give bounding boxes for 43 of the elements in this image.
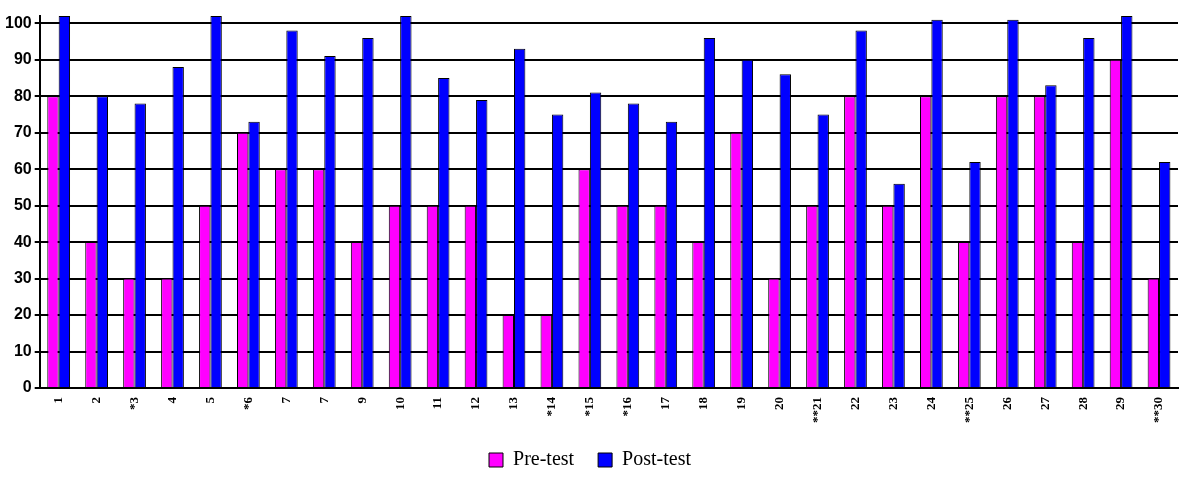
y-tick-label: 100 [4, 13, 32, 31]
x-tick-label: *16 [619, 396, 635, 417]
y-tick-label: 20 [13, 305, 32, 323]
x-tick-label: 7 [315, 396, 331, 404]
x-tick-label: *3 [125, 396, 141, 410]
y-tick-label: 80 [13, 86, 32, 104]
y-tick-label: 10 [13, 341, 32, 359]
y-tick-label: 90 [13, 50, 32, 68]
x-tick-label: 18 [695, 396, 711, 410]
x-tick-label: 20 [770, 397, 786, 410]
x-tick-label: 22 [846, 397, 862, 410]
x-tick-label: *14 [543, 396, 559, 417]
legend-label: Pre-test [513, 447, 575, 470]
x-tick-label: 13 [505, 396, 521, 410]
x-tick-label: 26 [998, 396, 1014, 410]
x-tick-label: 1 [50, 397, 66, 404]
x-tick-label: 12 [467, 397, 483, 410]
y-tick-label: 70 [13, 123, 32, 141]
x-tick-label: **25 [960, 396, 976, 423]
y-tick-label: 0 [22, 378, 32, 396]
x-tick-label: 24 [922, 396, 938, 410]
y-tick-label: 30 [13, 268, 32, 286]
x-tick-label: 2 [87, 397, 103, 404]
x-tick-label: *15 [581, 396, 597, 417]
y-tick-label: 60 [13, 159, 32, 177]
x-tick-label: **30 [1150, 397, 1166, 423]
x-tick-label: 4 [163, 396, 179, 404]
x-tick-label: 11 [429, 397, 445, 410]
x-tick-label: 27 [1036, 396, 1052, 410]
x-tick-label: 9 [353, 396, 369, 404]
x-tick-label: *6 [239, 396, 255, 410]
y-tick-label: 40 [13, 232, 32, 250]
x-tick-label: 23 [884, 396, 900, 410]
x-tick-label: 29 [1112, 396, 1128, 410]
y-tick-label: 50 [13, 196, 32, 214]
x-tick-label: 10 [391, 397, 407, 410]
x-tick-label: **21 [808, 397, 824, 423]
legend-label: Post-test [622, 447, 692, 470]
x-tick-label: 19 [733, 396, 749, 410]
x-tick-label: 17 [657, 396, 673, 410]
x-tick-label: 7 [277, 396, 293, 404]
x-tick-label: 5 [201, 396, 217, 404]
x-tick-label: 28 [1074, 396, 1090, 410]
